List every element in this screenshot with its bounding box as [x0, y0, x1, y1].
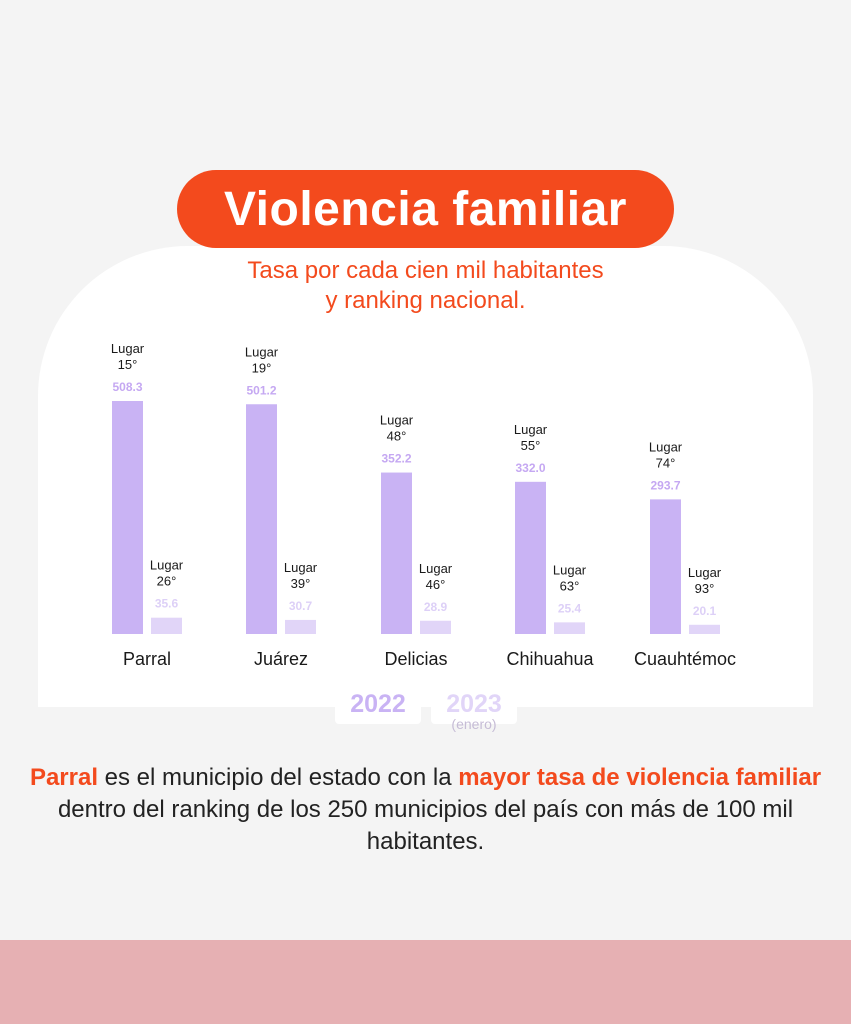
rank-label-2023: 63° [560, 578, 580, 593]
value-label-2023: 30.7 [289, 599, 313, 613]
rank-label-2022: 15° [118, 357, 138, 372]
bar-2022 [650, 499, 681, 634]
legend-2022-label: 2022 [350, 690, 406, 718]
value-label-2023: 35.6 [155, 597, 179, 611]
chart-subtitle: Tasa por cada cien mil habitantes y rank… [0, 256, 851, 316]
legend-2023-label: 2023 [446, 690, 502, 718]
value-label-2022: 501.2 [246, 383, 276, 397]
footer-text-2: dentro del ranking de los 250 municipios… [57, 796, 794, 855]
subtitle-line-1: Tasa por cada cien mil habitantes [247, 257, 604, 284]
rank-word-2022: Lugar [245, 344, 279, 359]
bar-2022 [515, 481, 546, 634]
bar-2023 [420, 620, 451, 634]
rank-label-2022: 55° [521, 438, 541, 453]
rank-word-2022: Lugar [111, 341, 145, 356]
bar-2022 [112, 401, 143, 634]
value-label-2023: 25.4 [558, 601, 582, 615]
value-label-2022: 508.3 [112, 380, 142, 394]
footer-highlight-2: mayor tasa de violencia familiar [458, 764, 822, 791]
bar-2022 [381, 472, 412, 634]
rank-label-2023: 93° [695, 581, 715, 596]
legend-2023-note: (enero) [451, 716, 497, 732]
category-label: Juárez [254, 649, 308, 669]
rank-word-2022: Lugar [514, 422, 548, 437]
footer-highlight-1: Parral [29, 764, 98, 791]
rank-label-2022: 19° [252, 360, 272, 375]
rank-word-2023: Lugar [419, 561, 453, 576]
legend-2022: 2022 [335, 686, 421, 724]
footer-text-1: es el municipio del estado con la [98, 764, 459, 791]
bar-2023 [689, 624, 720, 634]
value-label-2023: 28.9 [424, 600, 448, 614]
rank-word-2023: Lugar [688, 565, 722, 580]
page-title: Violencia familiar [224, 182, 627, 236]
bar-2023 [151, 617, 182, 634]
rank-word-2023: Lugar [150, 558, 184, 573]
legend-2023: 2023 (enero) [431, 686, 517, 731]
category-label: Cuauhtémoc [634, 649, 736, 669]
rank-word-2023: Lugar [553, 562, 587, 577]
bar-2023 [285, 619, 316, 634]
rank-label-2022: 48° [387, 429, 407, 444]
bar-2022 [246, 404, 277, 634]
rank-label-2023: 46° [426, 577, 446, 592]
category-label: Chihuahua [506, 649, 594, 669]
bottom-band [0, 940, 851, 1024]
value-label-2022: 293.7 [650, 478, 680, 492]
category-label: Parral [123, 649, 171, 669]
value-label-2022: 352.2 [381, 452, 411, 466]
title-pill: Violencia familiar [177, 170, 674, 248]
rank-label-2023: 39° [291, 576, 311, 591]
rank-word-2022: Lugar [649, 439, 683, 454]
value-label-2022: 332.0 [515, 461, 545, 475]
category-label: Delicias [384, 649, 447, 669]
value-label-2023: 20.1 [693, 604, 717, 618]
rank-label-2022: 74° [656, 455, 676, 470]
subtitle-line-2: y ranking nacional. [325, 287, 526, 314]
footer-text: Parral es el municipio del estado con la… [20, 762, 831, 858]
rank-word-2023: Lugar [284, 560, 318, 575]
bar-2023 [554, 622, 585, 634]
rank-label-2023: 26° [157, 574, 177, 589]
rank-word-2022: Lugar [380, 413, 414, 428]
